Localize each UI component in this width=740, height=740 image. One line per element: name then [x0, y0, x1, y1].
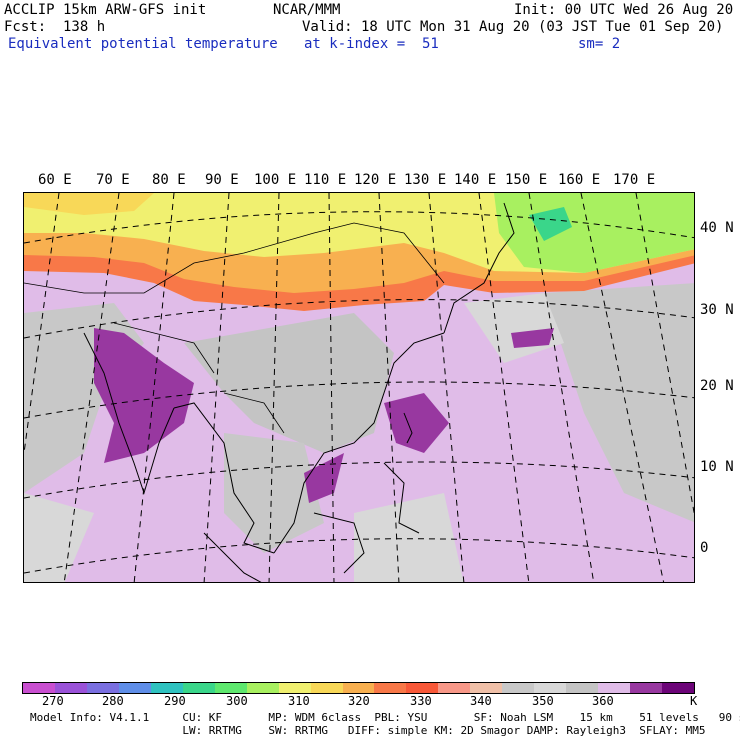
colorbar-segment [598, 683, 631, 693]
colorbar-segment [23, 683, 55, 693]
colorbar-segment [182, 683, 215, 693]
colorbar-tick: 360 [592, 694, 614, 708]
colorbar-tick: 350 [532, 694, 554, 708]
lon-label: 150 E [505, 172, 548, 188]
teal-patch [529, 207, 572, 241]
colorbar-segment [374, 683, 407, 693]
model-info-line2: LW: RRTMG SW: RRTMG DIFF: simple KM: 2D … [30, 724, 706, 737]
model-title: ACCLIP 15km ARW-GFS init [4, 2, 207, 18]
lat-label: 0 [700, 540, 709, 556]
colorbar-tick: 340 [470, 694, 492, 708]
colorbar-segment [278, 683, 311, 693]
colorbar-segment [246, 683, 279, 693]
lon-label: 140 E [454, 172, 497, 188]
colorbar-segment [630, 683, 663, 693]
colorbar-segment [150, 683, 183, 693]
institution-label: NCAR/MMM [273, 2, 341, 18]
lon-label: 160 E [558, 172, 601, 188]
colorbar-unit: K [690, 694, 698, 708]
lon-label: 170 E [613, 172, 656, 188]
graticule [24, 193, 694, 582]
grey-region-maritime [354, 493, 464, 582]
colorbar-tick: 290 [164, 694, 186, 708]
lon-label: 120 E [354, 172, 397, 188]
model-info-line1: Model Info: V4.1.1 CU: KF MP: WDM 6class… [30, 711, 740, 724]
level-label: at k-index = 51 [304, 36, 439, 52]
grey-region-indochina [224, 433, 324, 553]
colorbar-segment [310, 683, 343, 693]
colorbar-segment [342, 683, 375, 693]
colorbar [22, 682, 695, 694]
colorbar-segment [214, 683, 247, 693]
coastlines [83, 202, 515, 582]
grey-region-china [184, 313, 394, 453]
colorbar-segment [662, 683, 695, 693]
colorbar-segment [406, 683, 439, 693]
lon-label: 90 E [205, 172, 239, 188]
colorbar-segment [502, 683, 535, 693]
colorbar-tick: 310 [288, 694, 310, 708]
purple-region-india [94, 328, 194, 463]
smoothing-label: sm= 2 [578, 36, 621, 52]
lon-label: 80 E [152, 172, 186, 188]
colorbar-tick: 270 [42, 694, 64, 708]
colorbar-segment [54, 683, 87, 693]
purple-region-scs [304, 453, 344, 503]
grey-region-southwest [24, 493, 94, 582]
lon-label: 70 E [96, 172, 130, 188]
colorbar-segment [118, 683, 151, 693]
purple-region-pacific [511, 328, 554, 348]
valid-time: Valid: 18 UTC Mon 31 Aug 20 (03 JST Tue … [302, 19, 724, 35]
colorbar-tick: 300 [226, 694, 248, 708]
colorbar-tick: 320 [348, 694, 370, 708]
lat-label: 10 N [700, 459, 734, 475]
colorbar-segment [86, 683, 119, 693]
lat-label: 30 N [700, 302, 734, 318]
lon-label: 110 E [304, 172, 347, 188]
purple-region-typhoon [384, 393, 449, 453]
colorbar-tick: 330 [410, 694, 432, 708]
map-panel [23, 192, 695, 583]
grey-region-pacific [544, 283, 694, 523]
map-canvas [24, 193, 694, 582]
forecast-hour: Fcst: 138 h [4, 19, 106, 35]
colorbar-segment [470, 683, 503, 693]
lon-label: 100 E [254, 172, 297, 188]
country-borders [24, 222, 445, 434]
lon-label: 130 E [404, 172, 447, 188]
colorbar-tick: 280 [102, 694, 124, 708]
lat-label: 40 N [700, 220, 734, 236]
lon-label: 60 E [38, 172, 72, 188]
field-name: Equivalent potential temperature [8, 36, 278, 52]
colorbar-segment [438, 683, 471, 693]
init-time: Init: 00 UTC Wed 26 Aug 20 [514, 2, 734, 18]
colorbar-segment [566, 683, 599, 693]
lat-label: 20 N [700, 378, 734, 394]
colorbar-segment [534, 683, 567, 693]
